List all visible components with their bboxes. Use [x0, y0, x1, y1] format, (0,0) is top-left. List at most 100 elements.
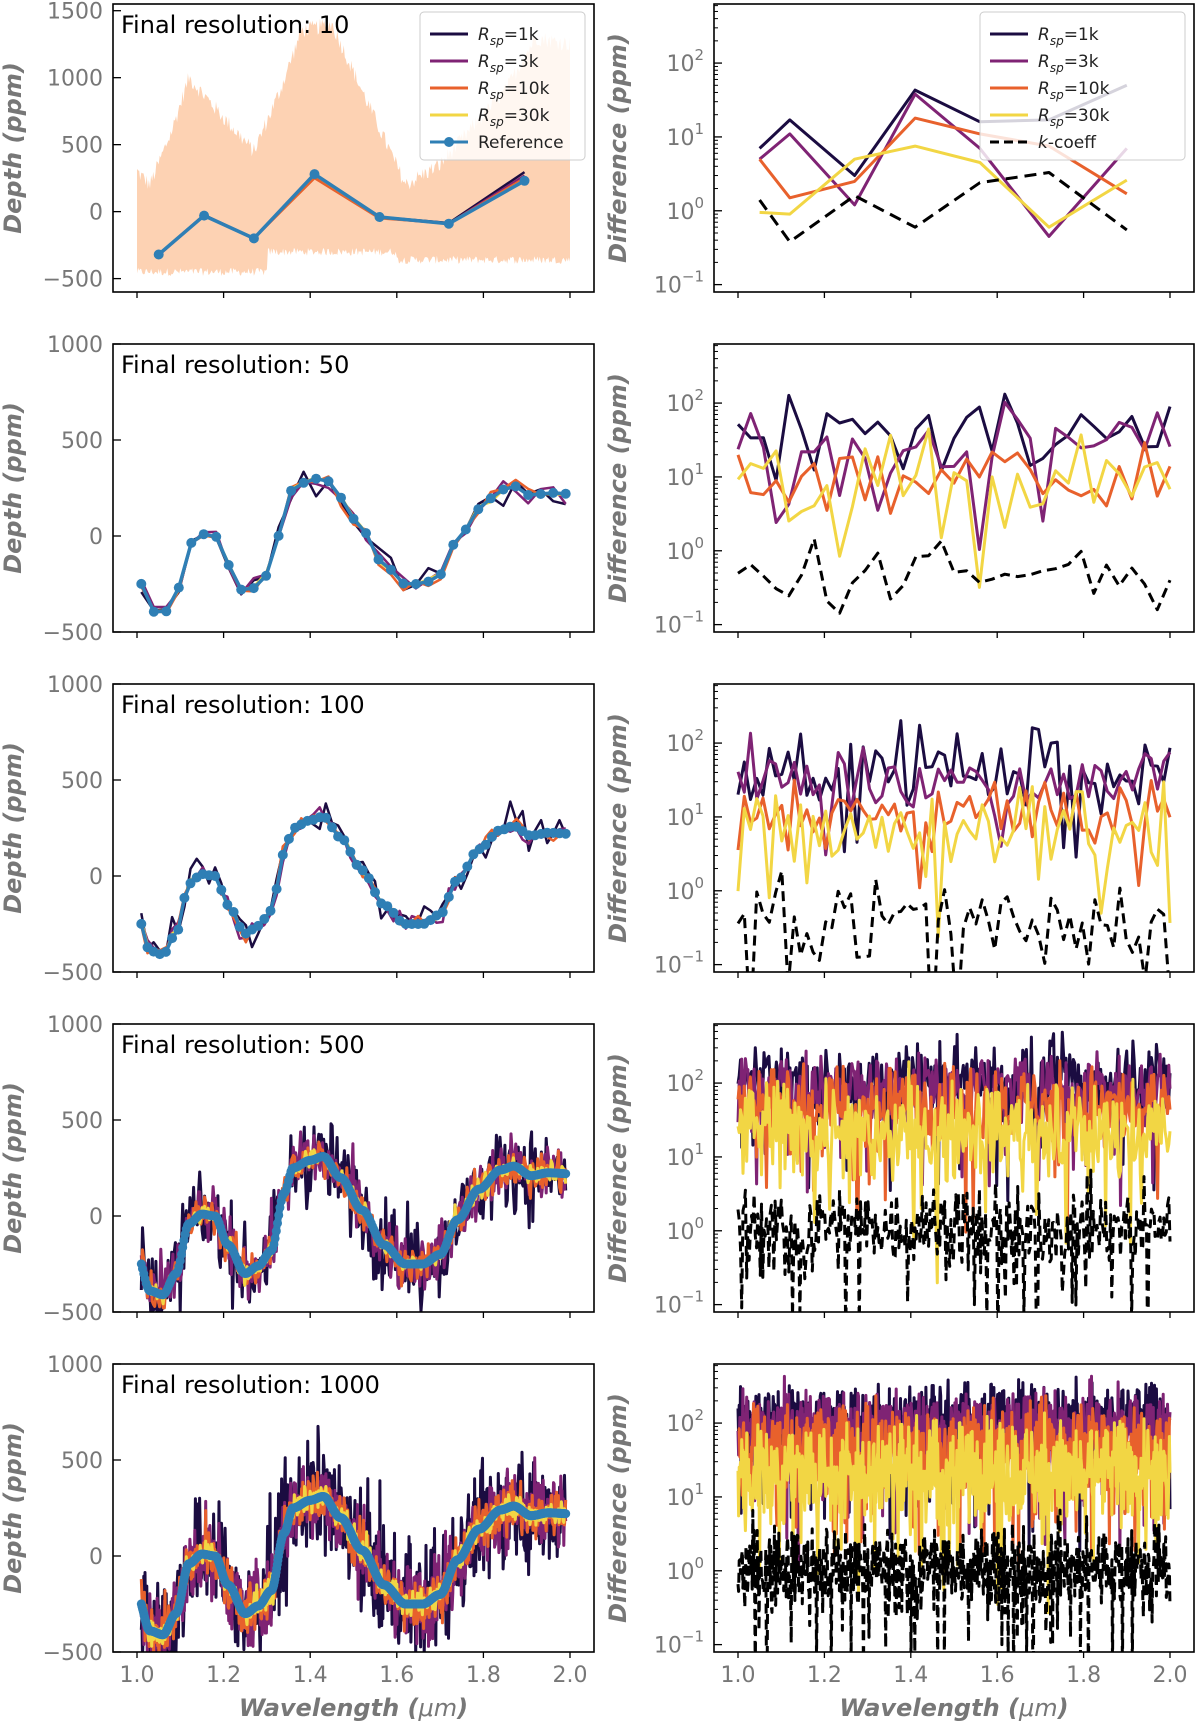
reference-point	[561, 1169, 571, 1179]
reference-point	[178, 1243, 188, 1252]
reference-point	[510, 481, 521, 492]
panel-title: Final resolution: 1000	[121, 1371, 380, 1399]
reference-point	[486, 831, 497, 842]
legend: Rsp=1k Rsp=3k Rsp=10k Rsp=30k Reference	[419, 11, 586, 161]
legend-label: Rsp=30k	[1038, 106, 1110, 129]
panel-title: Final resolution: 10	[121, 11, 349, 39]
reference-point	[223, 560, 234, 570]
plot-area	[137, 18, 570, 276]
plot-area	[736, 1030, 1172, 1312]
series-line-10k	[736, 441, 1172, 515]
x-tick-label: 2.0	[553, 1663, 588, 1688]
series-line-3k	[736, 731, 1172, 857]
x-tick-label: 1.4	[893, 1663, 928, 1688]
y-tick-label: 102	[666, 726, 704, 757]
reference-point	[385, 564, 396, 575]
legend-box	[979, 11, 1186, 161]
y-tick-label: 101	[666, 1140, 704, 1171]
y-tick-label: 102	[666, 46, 704, 77]
series-line-3k	[758, 92, 1128, 238]
plot-area	[736, 392, 1172, 615]
series-line-3k	[140, 480, 567, 609]
y-axis-label: Depth (ppm)	[0, 1082, 27, 1254]
reference-point	[435, 569, 446, 580]
legend-label: Rsp=3k	[1038, 52, 1099, 75]
reference-point	[437, 907, 448, 918]
y-axis-label: Difference (ppm)	[604, 1393, 632, 1623]
reference-point	[423, 576, 434, 587]
x-tick-label: 1.8	[1066, 1663, 1101, 1688]
x-tick-label: 1.0	[120, 1663, 155, 1688]
y-axis-label: Difference (ppm)	[604, 33, 632, 263]
series-line-3k	[139, 1456, 568, 1652]
legend-entry: k-coeff	[990, 133, 1097, 153]
reference-point	[309, 169, 320, 180]
x-tick-label: 1.0	[721, 1663, 756, 1688]
reference-point	[253, 920, 264, 931]
plot-area	[136, 1122, 571, 1312]
reference-point	[370, 887, 380, 898]
y-tick-label: −500	[43, 268, 103, 293]
series-line-30k	[736, 780, 1172, 939]
y-tick-label: 500	[61, 769, 103, 794]
legend-label: Rsp=10k	[478, 79, 550, 102]
axes-frame	[112, 1023, 595, 1313]
x-tick-label: 2.0	[1153, 1663, 1188, 1688]
series-line-30k	[140, 475, 566, 613]
reference-point	[448, 539, 459, 550]
axes-frame	[713, 343, 1195, 633]
y-tick-label: 100	[666, 534, 704, 565]
y-tick-label: 1000	[47, 673, 103, 698]
reference-point	[270, 1233, 280, 1243]
reference-point	[348, 513, 359, 524]
reference-point	[548, 487, 559, 498]
reference-point	[248, 233, 259, 244]
legend-entry: Rsp=30k	[990, 106, 1110, 129]
y-axis-label: Difference (ppm)	[604, 1053, 632, 1283]
difference-panel-1000: 1.0 1.2 1.4 1.6 1.8 2.0 10−1 100 101 102 Differenc…	[604, 1363, 1195, 1722]
plot-area	[736, 719, 1172, 972]
reference-point	[535, 489, 546, 499]
legend-marker	[444, 137, 454, 147]
y-tick-label: 0	[89, 1205, 103, 1230]
reference-point	[311, 473, 322, 484]
y-tick-label: 500	[61, 1449, 103, 1474]
panel-title: Final resolution: 100	[121, 691, 365, 719]
reference-point	[339, 835, 350, 846]
reference-point	[373, 554, 384, 565]
x-tick-label: 1.6	[379, 1663, 414, 1688]
legend-box	[419, 11, 586, 161]
reference-line	[139, 476, 566, 614]
depth-panel-500: −500 0 500 1000 Depth (ppm) Final resolution:…	[0, 1013, 595, 1326]
reference-point	[327, 822, 337, 833]
legend: Rsp=1k Rsp=3k Rsp=10k Rsp=30k k-coeff	[979, 11, 1186, 161]
series-line-30k	[140, 814, 567, 958]
y-axis-label: Depth (ppm)	[0, 1422, 27, 1594]
y-tick-label: 100	[666, 874, 704, 905]
reference-point	[236, 584, 247, 595]
x-axis-label: Wavelength (μm)	[839, 1694, 1068, 1722]
y-tick-label: −500	[43, 621, 103, 646]
reference-point	[323, 476, 334, 487]
series-line-kcoeff	[736, 1168, 1172, 1312]
reference-point	[248, 583, 259, 594]
reference-point	[179, 892, 190, 903]
reference-point	[456, 872, 467, 883]
series-line-kcoeff	[736, 1508, 1172, 1652]
x-tick-label: 1.6	[980, 1663, 1015, 1688]
y-tick-label: 101	[666, 800, 704, 831]
y-tick-label: 10−1	[654, 608, 704, 639]
reference-point	[361, 528, 371, 539]
y-axis-label: Difference (ppm)	[604, 373, 632, 603]
reference-point	[473, 504, 484, 515]
reference-point	[160, 946, 171, 957]
axes-frame	[112, 343, 595, 633]
panel-title: Final resolution: 500	[121, 1031, 365, 1059]
reference-point	[398, 578, 409, 589]
series-line-1k	[736, 392, 1172, 482]
reference-point	[274, 1210, 284, 1220]
reference-point	[167, 933, 178, 944]
series-line-kcoeff	[736, 869, 1170, 972]
reference-point	[382, 901, 393, 912]
reference-point	[173, 924, 184, 935]
